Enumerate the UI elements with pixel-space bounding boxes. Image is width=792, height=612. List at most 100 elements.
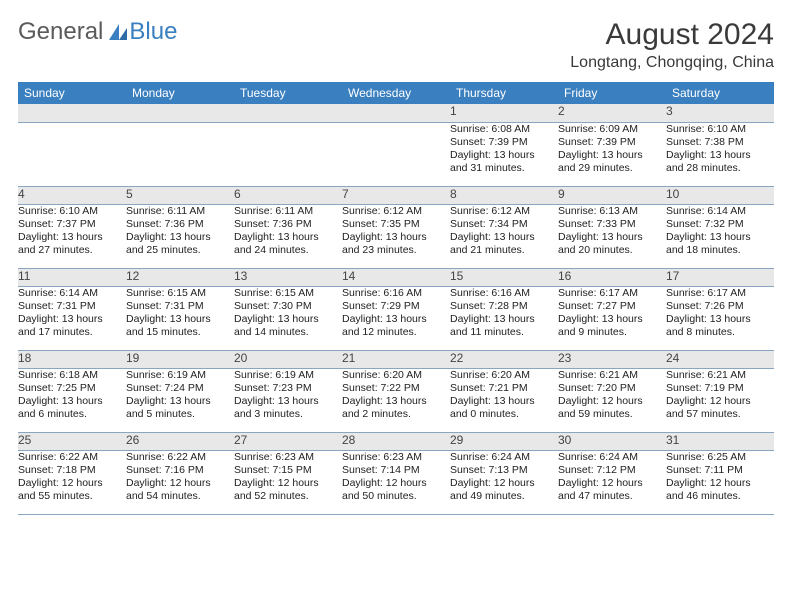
day-line: Sunset: 7:14 PM [342,464,450,477]
day-line: Sunset: 7:12 PM [558,464,666,477]
day-line: Sunset: 7:31 PM [18,300,126,313]
day-line: and 21 minutes. [450,244,558,257]
brand-part1: General [18,18,103,46]
weekday-header: Wednesday [342,82,450,104]
day-line: Daylight: 13 hours [342,395,450,408]
brand-logo: General Blue [18,18,177,46]
day-cell: Sunrise: 6:23 AMSunset: 7:15 PMDaylight:… [234,450,342,514]
day-line: Daylight: 12 hours [126,477,234,490]
day-line: Sunset: 7:39 PM [558,136,666,149]
day-cell: Sunrise: 6:24 AMSunset: 7:13 PMDaylight:… [450,450,558,514]
day-line: Daylight: 12 hours [450,477,558,490]
day-cell: Sunrise: 6:21 AMSunset: 7:19 PMDaylight:… [666,368,774,432]
day-line: and 49 minutes. [450,490,558,503]
day-line: and 17 minutes. [18,326,126,339]
detail-row: Sunrise: 6:14 AMSunset: 7:31 PMDaylight:… [18,286,774,350]
detail-row: Sunrise: 6:10 AMSunset: 7:37 PMDaylight:… [18,204,774,268]
day-line: and 9 minutes. [558,326,666,339]
day-line: Sunset: 7:36 PM [126,218,234,231]
daynum-row: 25262728293031 [18,432,774,450]
day-cell: Sunrise: 6:19 AMSunset: 7:23 PMDaylight:… [234,368,342,432]
day-number: 16 [558,268,666,286]
calendar-table: Sunday Monday Tuesday Wednesday Thursday… [18,82,774,515]
day-cell [342,122,450,186]
day-number: 6 [234,186,342,204]
day-line: Daylight: 13 hours [450,231,558,244]
day-line: Sunrise: 6:17 AM [666,287,774,300]
day-cell: Sunrise: 6:09 AMSunset: 7:39 PMDaylight:… [558,122,666,186]
day-number: 14 [342,268,450,286]
day-cell: Sunrise: 6:15 AMSunset: 7:30 PMDaylight:… [234,286,342,350]
day-line: Sunset: 7:25 PM [18,382,126,395]
day-number: 11 [18,268,126,286]
day-line: Sunset: 7:31 PM [126,300,234,313]
day-line: and 57 minutes. [666,408,774,421]
day-number: 15 [450,268,558,286]
day-line: and 25 minutes. [126,244,234,257]
day-line: Sunrise: 6:15 AM [234,287,342,300]
day-number: 29 [450,432,558,450]
day-cell: Sunrise: 6:10 AMSunset: 7:38 PMDaylight:… [666,122,774,186]
day-line: and 5 minutes. [126,408,234,421]
day-line: and 18 minutes. [666,244,774,257]
day-line: Daylight: 12 hours [18,477,126,490]
day-line: Sunrise: 6:21 AM [558,369,666,382]
day-line: Daylight: 12 hours [558,477,666,490]
sail-icon [107,22,129,42]
day-line: Sunrise: 6:16 AM [450,287,558,300]
day-line: Sunrise: 6:15 AM [126,287,234,300]
day-line: Daylight: 13 hours [666,231,774,244]
day-line: Sunrise: 6:23 AM [342,451,450,464]
day-number [234,104,342,122]
day-line: Sunrise: 6:08 AM [450,123,558,136]
day-line: Sunrise: 6:18 AM [18,369,126,382]
day-cell: Sunrise: 6:11 AMSunset: 7:36 PMDaylight:… [234,204,342,268]
daynum-row: 123 [18,104,774,122]
day-line: Sunrise: 6:25 AM [666,451,774,464]
day-cell: Sunrise: 6:14 AMSunset: 7:31 PMDaylight:… [18,286,126,350]
day-line: Sunset: 7:18 PM [18,464,126,477]
day-line: and 52 minutes. [234,490,342,503]
day-number: 17 [666,268,774,286]
day-line: Sunrise: 6:21 AM [666,369,774,382]
weekday-header: Tuesday [234,82,342,104]
day-number: 8 [450,186,558,204]
location-label: Longtang, Chongqing, China [570,54,774,72]
day-line: Sunrise: 6:17 AM [558,287,666,300]
day-line: Sunrise: 6:22 AM [126,451,234,464]
day-line: and 50 minutes. [342,490,450,503]
day-number: 1 [450,104,558,122]
day-number [126,104,234,122]
day-number: 2 [558,104,666,122]
day-number: 28 [342,432,450,450]
day-line: Daylight: 13 hours [558,149,666,162]
daynum-row: 18192021222324 [18,350,774,368]
header: General Blue August 2024 Longtang, Chong… [18,18,774,72]
day-cell: Sunrise: 6:16 AMSunset: 7:29 PMDaylight:… [342,286,450,350]
day-line: Sunset: 7:39 PM [450,136,558,149]
day-line: Sunset: 7:29 PM [342,300,450,313]
day-line: Sunrise: 6:20 AM [450,369,558,382]
day-line: and 29 minutes. [558,162,666,175]
day-line: Sunset: 7:21 PM [450,382,558,395]
day-line: and 12 minutes. [342,326,450,339]
day-cell [18,122,126,186]
day-cell: Sunrise: 6:24 AMSunset: 7:12 PMDaylight:… [558,450,666,514]
day-number: 22 [450,350,558,368]
day-number: 27 [234,432,342,450]
day-line: and 8 minutes. [666,326,774,339]
day-line: Sunset: 7:26 PM [666,300,774,313]
day-line: Sunset: 7:35 PM [342,218,450,231]
day-line: Daylight: 12 hours [234,477,342,490]
day-number: 12 [126,268,234,286]
day-line: and 54 minutes. [126,490,234,503]
day-line: and 2 minutes. [342,408,450,421]
day-cell: Sunrise: 6:14 AMSunset: 7:32 PMDaylight:… [666,204,774,268]
day-line: Sunrise: 6:24 AM [450,451,558,464]
day-line: Daylight: 13 hours [18,231,126,244]
day-number [342,104,450,122]
brand-part2: Blue [129,18,177,46]
day-line: Daylight: 13 hours [234,313,342,326]
day-line: and 14 minutes. [234,326,342,339]
day-cell: Sunrise: 6:12 AMSunset: 7:34 PMDaylight:… [450,204,558,268]
